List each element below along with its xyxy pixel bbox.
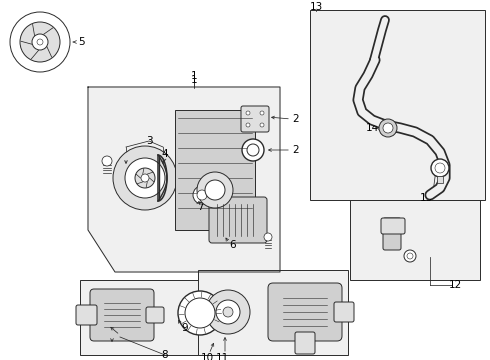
Text: 3: 3 xyxy=(146,136,152,146)
Text: 5: 5 xyxy=(78,37,84,47)
Text: 8: 8 xyxy=(162,350,168,360)
Text: 14: 14 xyxy=(366,123,379,133)
Bar xyxy=(310,10,485,200)
FancyBboxPatch shape xyxy=(76,305,97,325)
Bar xyxy=(437,176,443,183)
Text: 15: 15 xyxy=(419,193,433,203)
FancyBboxPatch shape xyxy=(90,289,154,341)
FancyBboxPatch shape xyxy=(146,307,164,323)
Text: 2: 2 xyxy=(293,114,299,124)
Circle shape xyxy=(197,172,233,208)
Circle shape xyxy=(242,139,264,161)
FancyBboxPatch shape xyxy=(295,332,315,354)
Text: 11: 11 xyxy=(216,353,229,360)
Polygon shape xyxy=(88,87,280,272)
FancyBboxPatch shape xyxy=(334,302,354,322)
Circle shape xyxy=(113,146,177,210)
Circle shape xyxy=(246,111,250,115)
Circle shape xyxy=(206,290,250,334)
Text: 9: 9 xyxy=(182,323,188,333)
Circle shape xyxy=(141,174,149,182)
Circle shape xyxy=(264,233,272,241)
Circle shape xyxy=(383,123,393,133)
Bar xyxy=(350,200,480,280)
Bar xyxy=(80,280,255,355)
Circle shape xyxy=(404,250,416,262)
Circle shape xyxy=(205,180,225,200)
Text: 1: 1 xyxy=(191,71,197,81)
Text: 1: 1 xyxy=(191,75,197,85)
FancyBboxPatch shape xyxy=(268,283,342,341)
FancyBboxPatch shape xyxy=(241,106,269,132)
Text: 12: 12 xyxy=(448,280,462,290)
Circle shape xyxy=(193,186,211,204)
Text: 6: 6 xyxy=(230,240,236,250)
Circle shape xyxy=(125,158,165,198)
Circle shape xyxy=(379,119,397,137)
FancyBboxPatch shape xyxy=(209,197,267,243)
Circle shape xyxy=(185,298,215,328)
Text: 4: 4 xyxy=(162,149,168,159)
Circle shape xyxy=(246,123,250,127)
Circle shape xyxy=(247,144,259,156)
Text: 2: 2 xyxy=(293,145,299,155)
Circle shape xyxy=(197,190,207,200)
Circle shape xyxy=(37,39,43,45)
Circle shape xyxy=(260,123,264,127)
FancyBboxPatch shape xyxy=(383,218,401,250)
Circle shape xyxy=(435,163,445,173)
Circle shape xyxy=(135,168,155,188)
Bar xyxy=(175,110,255,230)
Bar xyxy=(198,270,348,355)
Circle shape xyxy=(102,156,112,166)
Text: 7: 7 xyxy=(196,202,203,212)
Circle shape xyxy=(431,159,449,177)
Circle shape xyxy=(407,253,413,259)
Text: 10: 10 xyxy=(200,353,214,360)
Circle shape xyxy=(223,307,233,317)
Text: 13: 13 xyxy=(309,2,322,12)
Circle shape xyxy=(32,34,48,50)
Circle shape xyxy=(178,291,222,335)
Circle shape xyxy=(10,12,70,72)
Circle shape xyxy=(216,300,240,324)
FancyBboxPatch shape xyxy=(381,218,405,234)
Circle shape xyxy=(260,111,264,115)
Circle shape xyxy=(20,22,60,62)
